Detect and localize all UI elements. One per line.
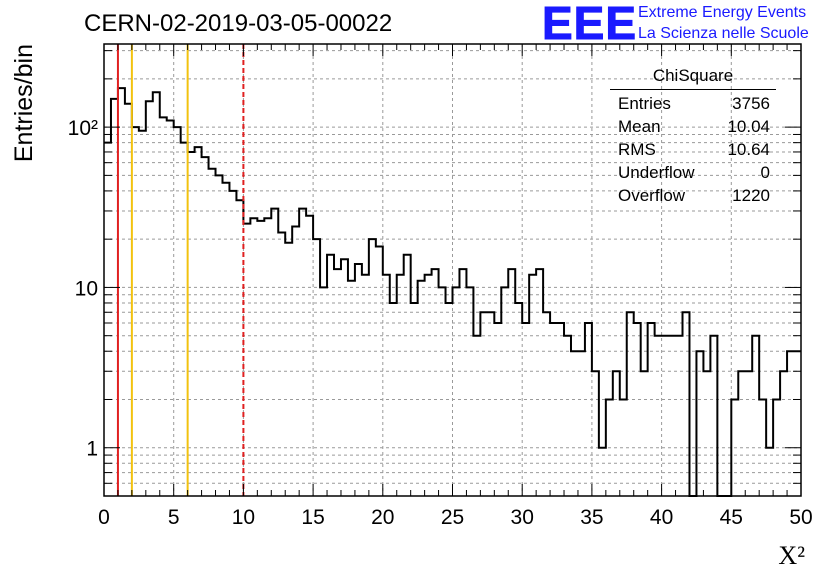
stats-label: Underflow (618, 163, 695, 182)
x-tick-label: 20 (371, 506, 394, 529)
stats-label: RMS (618, 140, 656, 159)
eee-logo-mark: EEE (541, 0, 638, 49)
stats-value: 3756 (732, 94, 770, 113)
stats-row-entries: Entries 3756 (610, 92, 776, 115)
stats-row-overflow: Overflow 1220 (610, 184, 776, 207)
stats-value: 10.64 (727, 140, 770, 159)
stats-value: 0 (760, 163, 770, 182)
x-tick-label: 30 (511, 506, 534, 529)
y-axis-label: Entries/bin (10, 44, 38, 162)
stats-label: Entries (618, 94, 671, 113)
stats-value: 10.04 (727, 117, 770, 136)
x-tick-label: 35 (580, 506, 603, 529)
y-tick-label: 10² (68, 117, 98, 140)
stats-label: Mean (618, 117, 661, 136)
x-tick-label: 25 (441, 506, 464, 529)
logo-tagline-2: La Scienza nelle Scuole (638, 25, 809, 42)
histogram-series (104, 87, 801, 497)
x-tick-label: 15 (301, 506, 324, 529)
stats-row-mean: Mean 10.04 (610, 115, 776, 138)
page-title: CERN-02-2019-03-05-00022 (84, 10, 393, 37)
x-tick-label: 0 (98, 506, 110, 529)
x-tick-label: 5 (168, 506, 180, 529)
x-axis-label: X² (778, 541, 805, 570)
y-tick-label: 1 (86, 438, 98, 461)
x-tick-label: 10 (232, 506, 255, 529)
stats-row-rms: RMS 10.64 (610, 138, 776, 161)
logo-tagline-1: Extreme Energy Events (638, 4, 807, 21)
stats-label: Overflow (618, 186, 686, 205)
stats-value: 1220 (732, 186, 770, 205)
stats-title: ChiSquare (610, 66, 776, 90)
x-tick-label: 50 (789, 506, 812, 529)
x-tick-label: 40 (650, 506, 673, 529)
x-tick-label: 45 (720, 506, 743, 529)
stats-row-underflow: Underflow 0 (610, 161, 776, 184)
stats-box: ChiSquare Entries 3756 Mean 10.04 RMS 10… (610, 66, 776, 207)
y-tick-label: 10 (75, 277, 98, 300)
